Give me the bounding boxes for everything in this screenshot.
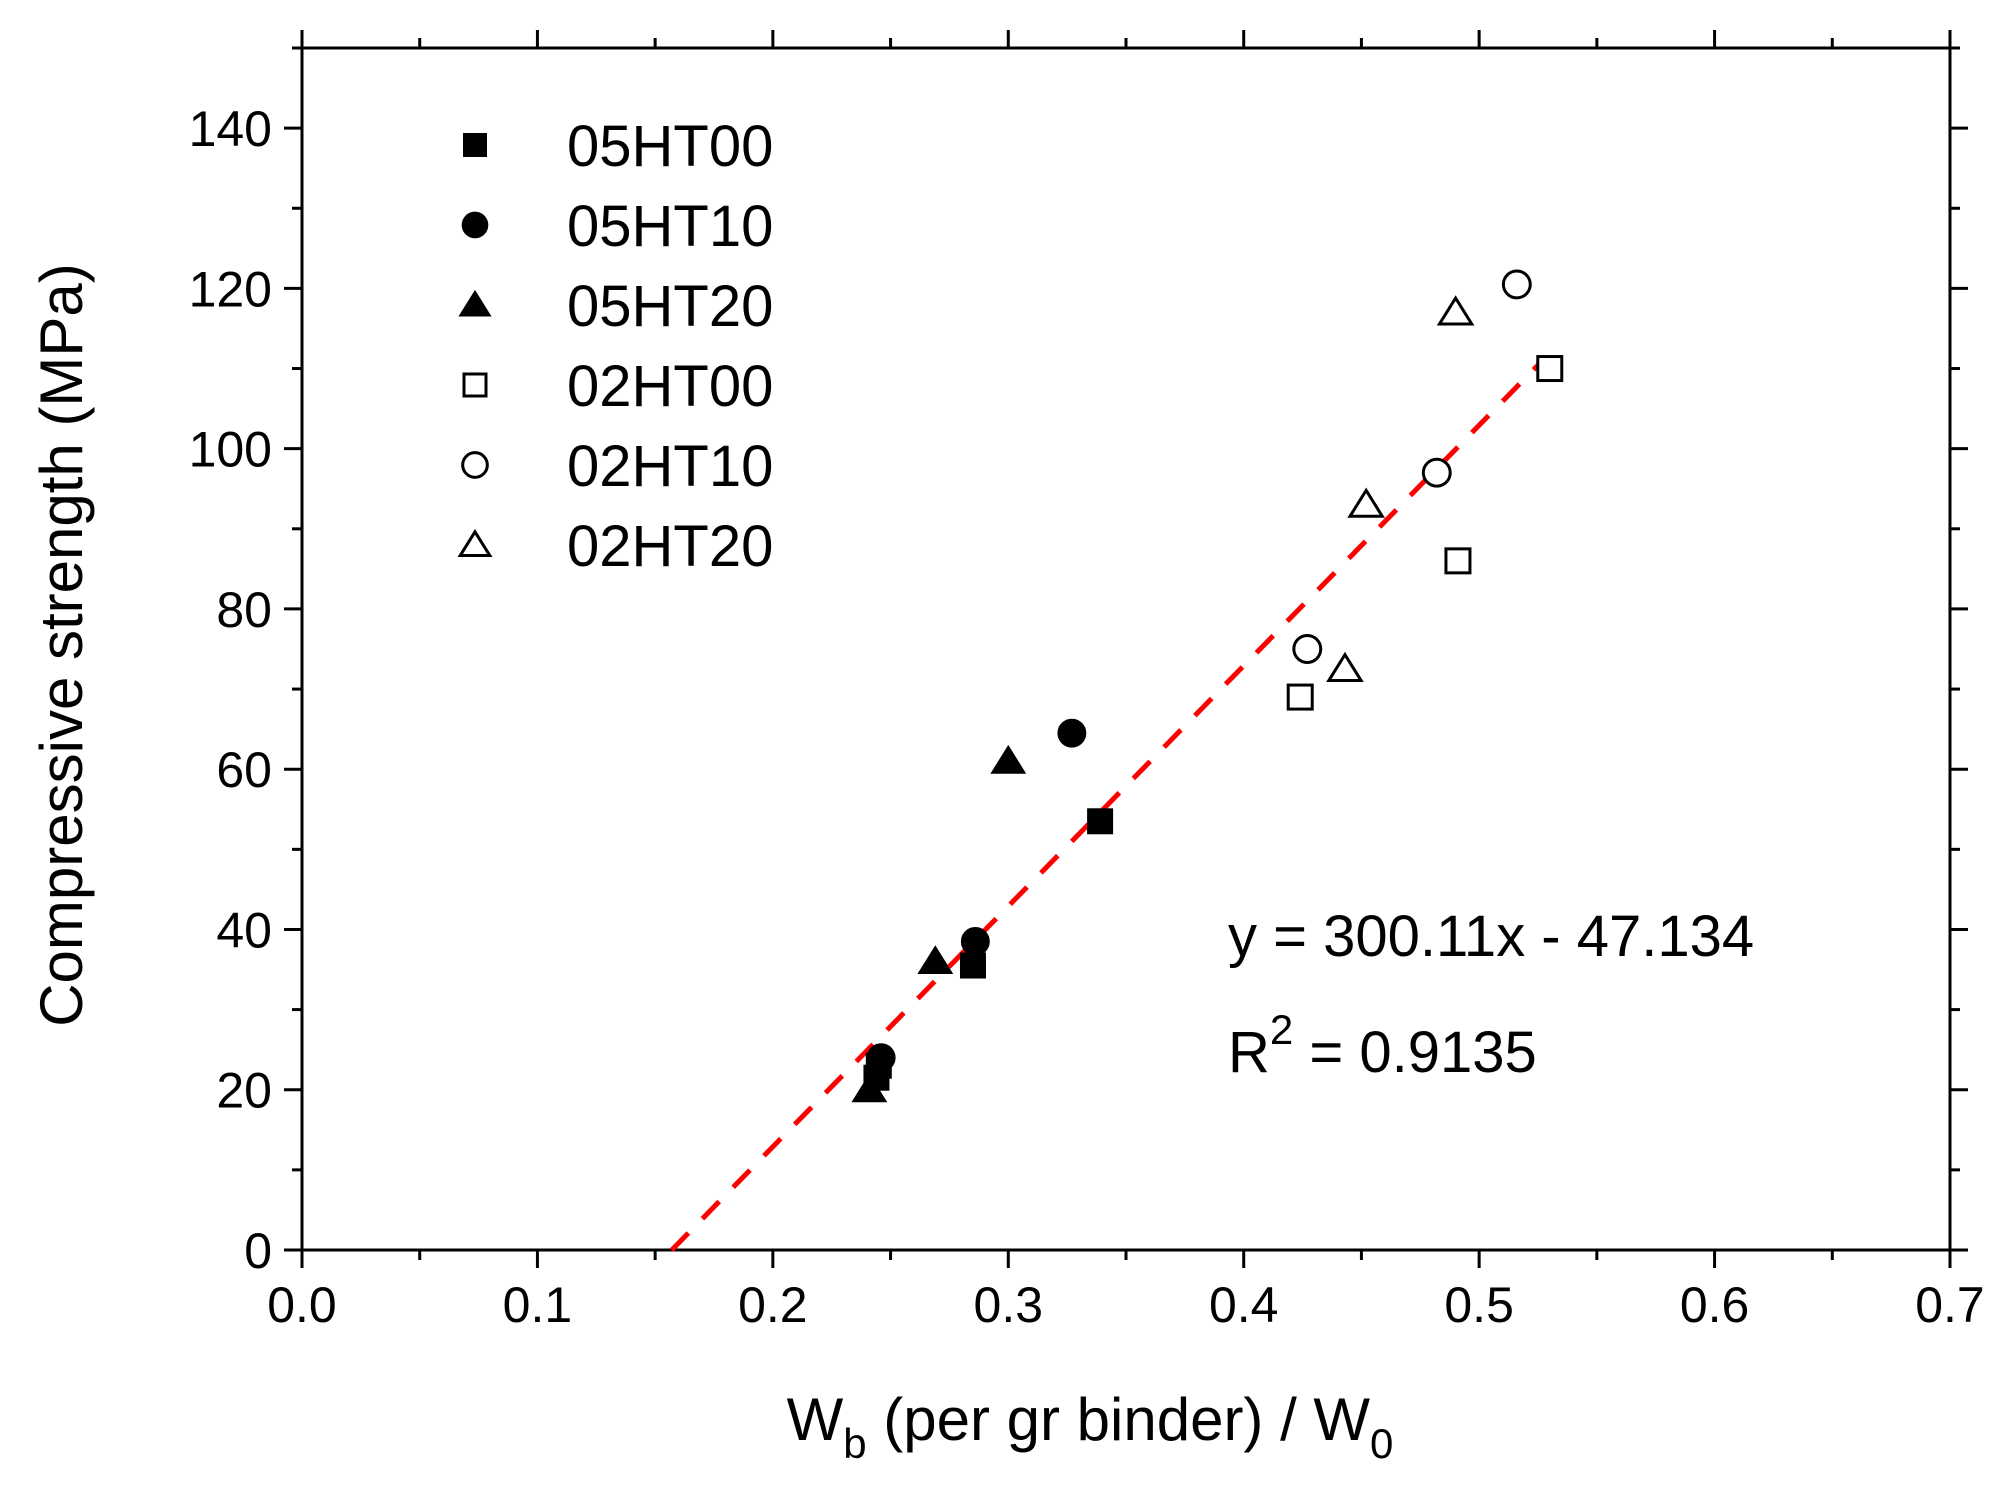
x-tick-label: 0.0: [267, 1277, 337, 1333]
legend-marker-02ht00: [462, 372, 488, 398]
r-squared-value: = 0.9135: [1293, 1020, 1537, 1085]
r-squared-exponent: 2: [1270, 1006, 1293, 1053]
x-axis-title-sub-b: b: [843, 1420, 866, 1467]
data-points: [851, 269, 1564, 1103]
y-tick-label: 20: [216, 1063, 272, 1119]
legend-marker-05ht00: [463, 133, 487, 157]
legend-label-02ht10: 02HT10: [567, 434, 773, 499]
y-tick-label: 80: [216, 582, 272, 638]
x-axis-title: Wb (per gr binder) / W0: [787, 1386, 1394, 1467]
x-tick-label: 0.1: [503, 1277, 573, 1333]
legend-marker-05ht20: [458, 289, 492, 317]
legend: 05HT00 05HT10 05HT20 02HT00 02HT10 02HT20: [457, 114, 773, 579]
x-tick-label: 0.5: [1444, 1277, 1514, 1333]
fit-equation: y = 300.11x - 47.134: [1228, 904, 1754, 969]
marker-02ht20: [1347, 487, 1385, 518]
legend-label-05ht00: 05HT00: [567, 114, 773, 179]
x-axis-title-w: W: [787, 1386, 844, 1453]
marker-02ht20: [1436, 295, 1475, 326]
marker-05ht20: [851, 1073, 888, 1103]
marker-05ht10: [866, 1043, 896, 1073]
marker-02ht20: [1326, 651, 1364, 683]
marker-05ht00: [959, 952, 986, 979]
marker-05ht10: [1057, 718, 1087, 748]
y-tick-label: 100: [189, 422, 272, 478]
y-axis-title: Compressive strength (MPa): [28, 263, 95, 1027]
y-tick-label: 60: [216, 742, 272, 798]
marker-02ht00: [1286, 683, 1314, 711]
y-tick-label: 0: [244, 1223, 272, 1279]
legend-label-05ht10: 05HT10: [567, 194, 773, 259]
x-tick-label: 0.3: [974, 1277, 1044, 1333]
x-axis-title-sub-0: 0: [1370, 1420, 1393, 1467]
x-tick-label: 0.2: [738, 1277, 808, 1333]
marker-02ht10: [1292, 634, 1323, 664]
y-tick-label: 40: [216, 902, 272, 958]
marker-05ht20: [917, 945, 954, 975]
legend-label-05ht20: 05HT20: [567, 274, 773, 339]
marker-05ht00: [1087, 808, 1114, 835]
marker-02ht00: [1536, 355, 1564, 383]
r-squared: R2 = 0.9135: [1228, 1006, 1537, 1085]
x-axis-tick-labels: 0.0 0.1 0.2 0.3 0.4 0.5 0.6 0.7: [267, 1277, 1985, 1333]
x-tick-label: 0.7: [1915, 1277, 1985, 1333]
legend-marker-02ht20: [457, 528, 493, 558]
marker-05ht10: [960, 927, 990, 956]
y-axis-ticks: [284, 46, 1968, 1252]
y-tick-label: 140: [189, 101, 272, 157]
x-axis-title-text: (per gr binder) / W: [867, 1386, 1371, 1453]
regression-fit-line: [669, 358, 1545, 1252]
marker-02ht10: [1501, 269, 1532, 300]
legend-marker-02ht10: [461, 451, 489, 479]
legend-label-02ht20: 02HT20: [567, 514, 773, 579]
legend-marker-05ht10: [461, 211, 489, 239]
y-axis-tick-labels: 0 20 40 60 80 100 120 140: [189, 101, 272, 1279]
y-tick-label: 120: [189, 261, 272, 317]
r-squared-symbol: R: [1228, 1020, 1270, 1085]
marker-05ht20: [990, 744, 1027, 774]
x-tick-label: 0.6: [1680, 1277, 1750, 1333]
x-axis-ticks: [300, 30, 1952, 1268]
x-tick-label: 0.4: [1209, 1277, 1279, 1333]
marker-02ht00: [1444, 547, 1472, 575]
marker-02ht10: [1421, 457, 1452, 488]
legend-label-02ht00: 02HT00: [567, 354, 773, 419]
